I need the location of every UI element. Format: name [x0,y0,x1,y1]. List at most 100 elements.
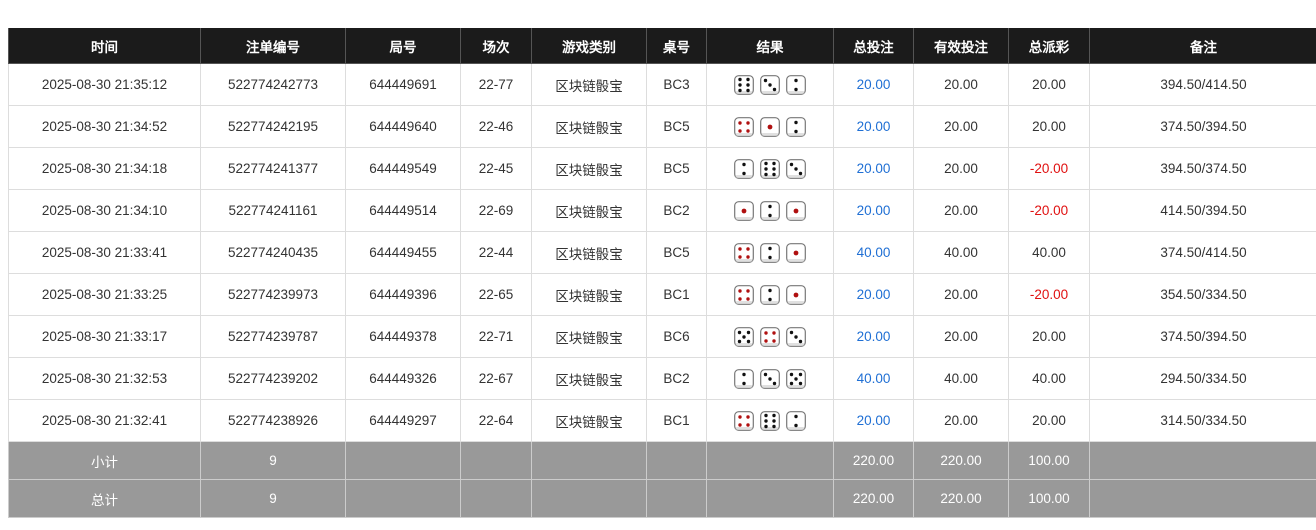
total-bet: 40.00 [833,357,914,400]
table-number: BC2 [646,189,707,232]
total-bet: 20.00 [833,105,914,148]
column-header: 场次 [460,28,532,64]
valid-bet: 20.00 [913,63,1009,106]
dice-result [706,189,834,232]
column-header: 总投注 [833,28,914,64]
die-6-icon [760,410,780,431]
total-bet: 20.00 [833,315,914,358]
total-valid: 220.00 [913,479,1009,518]
order-number: 522774242773 [200,63,346,106]
die-6-icon [734,74,754,95]
die-4-icon [760,326,780,347]
bet-time: 2025-08-30 21:35:12 [8,63,201,106]
session: 22-71 [460,315,532,358]
table-number: BC5 [646,231,707,274]
order-number: 522774240435 [200,231,346,274]
die-2-icon [760,200,780,221]
note: 414.50/394.50 [1089,189,1316,232]
valid-bet: 20.00 [913,315,1009,358]
order-number: 522774238926 [200,399,346,442]
session: 22-64 [460,399,532,442]
round-number: 644449326 [345,357,461,400]
die-5-icon [734,326,754,347]
game-type: 区块链骰宝 [531,357,647,400]
table-row: 2025-08-30 21:33:25 522774239973 644449396… [8,273,1316,316]
dice-result [706,147,834,190]
round-number: 644449549 [345,147,461,190]
order-number: 522774239787 [200,315,346,358]
table-row: 2025-08-30 21:35:12 522774242773 644449691… [8,63,1316,106]
game-type: 区块链骰宝 [531,63,647,106]
table-number: BC1 [646,273,707,316]
column-header: 总派彩 [1008,28,1090,64]
bet-time: 2025-08-30 21:32:41 [8,399,201,442]
note: 374.50/394.50 [1089,315,1316,358]
total-bet: 20.00 [833,399,914,442]
game-type: 区块链骰宝 [531,147,647,190]
note: 374.50/414.50 [1089,231,1316,274]
payout: -20.00 [1008,189,1090,232]
note: 314.50/334.50 [1089,399,1316,442]
total-bet: 40.00 [833,231,914,274]
total-row: 总计 9 220.00 220.00 100.00 [8,479,1316,518]
order-number: 522774241161 [200,189,346,232]
die-1-icon [786,242,806,263]
session: 22-46 [460,105,532,148]
column-header: 桌号 [646,28,707,64]
table-row: 2025-08-30 21:34:10 522774241161 644449514… [8,189,1316,232]
subtotal-valid: 220.00 [913,441,1009,480]
subtotal-bet: 220.00 [833,441,914,480]
valid-bet: 20.00 [913,399,1009,442]
game-type: 区块链骰宝 [531,273,647,316]
die-4-icon [734,116,754,137]
die-3-icon [760,74,780,95]
payout: 20.00 [1008,63,1090,106]
payout: 40.00 [1008,357,1090,400]
game-type: 区块链骰宝 [531,315,647,358]
die-4-icon [734,242,754,263]
die-4-icon [734,410,754,431]
bet-time: 2025-08-30 21:34:18 [8,147,201,190]
table-row: 2025-08-30 21:33:41 522774240435 644449455… [8,231,1316,274]
column-header: 时间 [8,28,201,64]
die-1-icon [786,200,806,221]
subtotal-count: 9 [200,441,346,480]
round-number: 644449378 [345,315,461,358]
game-type: 区块链骰宝 [531,231,647,274]
table-number: BC3 [646,63,707,106]
column-header: 有效投注 [913,28,1009,64]
dice-result [706,315,834,358]
dice-result [706,273,834,316]
dice-result [706,357,834,400]
note: 394.50/414.50 [1089,63,1316,106]
bet-time: 2025-08-30 21:34:52 [8,105,201,148]
round-number: 644449297 [345,399,461,442]
die-3-icon [760,368,780,389]
order-number: 522774241377 [200,147,346,190]
note: 354.50/334.50 [1089,273,1316,316]
game-type: 区块链骰宝 [531,189,647,232]
round-number: 644449691 [345,63,461,106]
valid-bet: 20.00 [913,273,1009,316]
table-header: 时间 注单编号 局号 场次 游戏类别 桌号 结果 总投注 有效投注 总派彩 备注 [8,28,1316,64]
valid-bet: 40.00 [913,231,1009,274]
bet-time: 2025-08-30 21:33:41 [8,231,201,274]
table-row: 2025-08-30 21:32:41 522774238926 644449297… [8,399,1316,442]
subtotal-label: 小计 [8,441,201,480]
column-header: 备注 [1089,28,1316,64]
die-1-icon [786,284,806,305]
table-number: BC1 [646,399,707,442]
order-number: 522774239202 [200,357,346,400]
round-number: 644449455 [345,231,461,274]
table-number: BC5 [646,105,707,148]
dice-result [706,63,834,106]
total-bet: 20.00 [833,63,914,106]
total-payout: 100.00 [1008,479,1090,518]
table-number: BC2 [646,357,707,400]
total-label: 总计 [8,479,201,518]
die-2-icon [786,74,806,95]
total-bet: 220.00 [833,479,914,518]
die-1-icon [760,116,780,137]
column-header: 结果 [706,28,834,64]
die-4-icon [734,284,754,305]
